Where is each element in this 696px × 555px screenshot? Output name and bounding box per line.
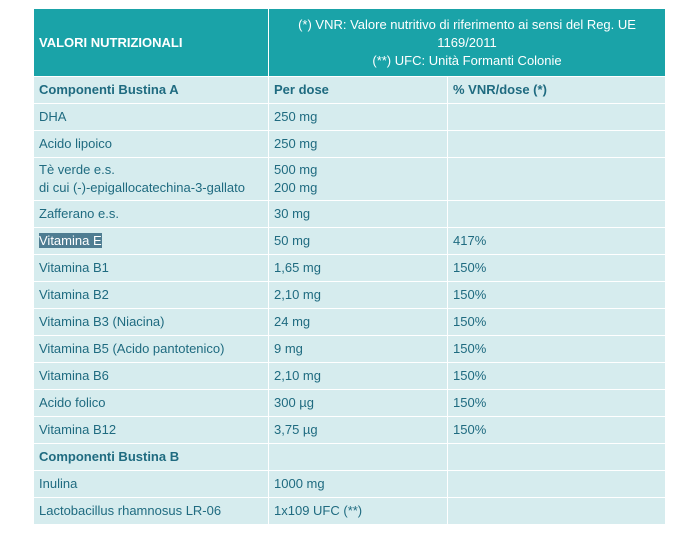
component-dose: 500 mg 200 mg xyxy=(268,157,448,201)
table-row: Inulina 1000 mg xyxy=(33,470,667,498)
component-name: Zafferano e.s. xyxy=(33,200,269,228)
note-regulation: 1169/2011 xyxy=(437,34,497,50)
table-row: Vitamina B5 (Acido pantotenico) 9 mg 150… xyxy=(33,335,667,363)
section-b-empty-cell xyxy=(446,443,667,471)
component-name: Inulina xyxy=(33,470,269,498)
component-name: Lactobacillus rhamnosus LR-06 xyxy=(33,497,269,525)
component-vnr: 150% xyxy=(446,281,667,309)
table-row: Vitamina B2 2,10 mg 150% xyxy=(33,281,667,309)
table-row: Vitamina B3 (Niacina) 24 mg 150% xyxy=(33,308,667,336)
component-dose: 250 mg xyxy=(268,103,448,131)
component-vnr xyxy=(446,130,667,158)
component-dose: 30 mg xyxy=(268,200,448,228)
component-vnr xyxy=(446,103,667,131)
table-row: DHA 250 mg xyxy=(33,103,667,131)
section-a-header: Componenti Bustina A Per dose % VNR/dose… xyxy=(33,76,667,104)
column-header-dose: Per dose xyxy=(268,76,448,104)
component-dose: 2,10 mg xyxy=(268,362,448,390)
component-name: Acido folico xyxy=(33,389,269,417)
component-vnr: 150% xyxy=(446,416,667,444)
section-b-empty-cell xyxy=(268,443,448,471)
component-dose: 9 mg xyxy=(268,335,448,363)
note-vnr: (*) VNR: Valore nutritivo di riferimento… xyxy=(298,16,636,32)
component-name: Vitamina B1 xyxy=(33,254,269,282)
component-name-line: di cui (-)-epigallocatechina-3-gallato xyxy=(39,180,245,195)
note-ufc: (**) UFC: Unità Formanti Colonie xyxy=(372,52,562,68)
component-vnr: 150% xyxy=(446,389,667,417)
table-row: Vitamina B6 2,10 mg 150% xyxy=(33,362,667,390)
table-row: Acido folico 300 µg 150% xyxy=(33,389,667,417)
component-vnr xyxy=(446,470,667,498)
component-dose: 1x109 UFC (**) xyxy=(268,497,448,525)
selected-text[interactable]: Vitamina E xyxy=(39,233,102,248)
table-row: Tè verde e.s. di cui (-)-epigallocatechi… xyxy=(33,157,667,201)
table-row: Acido lipoico 250 mg xyxy=(33,130,667,158)
component-vnr: 417% xyxy=(446,227,667,255)
table-header-row: VALORI NUTRIZIONALI (*) VNR: Valore nutr… xyxy=(33,8,667,77)
component-name: Vitamina B5 (Acido pantotenico) xyxy=(33,335,269,363)
table-row-selected: Vitamina E 50 mg 417% xyxy=(33,227,667,255)
component-vnr xyxy=(446,497,667,525)
component-dose-line: 200 mg xyxy=(274,180,318,195)
table-row: Lactobacillus rhamnosus LR-06 1x109 UFC … xyxy=(33,497,667,525)
component-name-line: Tè verde e.s. xyxy=(39,162,115,177)
component-vnr: 150% xyxy=(446,335,667,363)
table-row: Zafferano e.s. 30 mg xyxy=(33,200,667,228)
table-row: Vitamina B12 3,75 µg 150% xyxy=(33,416,667,444)
component-dose: 50 mg xyxy=(268,227,448,255)
component-name: Vitamina B12 xyxy=(33,416,269,444)
component-name: Acido lipoico xyxy=(33,130,269,158)
component-dose: 2,10 mg xyxy=(268,281,448,309)
component-vnr: 150% xyxy=(446,308,667,336)
component-name: Vitamina B3 (Niacina) xyxy=(33,308,269,336)
section-b-label: Componenti Bustina B xyxy=(33,443,269,471)
component-dose: 300 µg xyxy=(268,389,448,417)
section-b-header: Componenti Bustina B xyxy=(33,443,667,471)
header-notes: (*) VNR: Valore nutritivo di riferimento… xyxy=(267,8,667,77)
component-vnr: 150% xyxy=(446,254,667,282)
component-vnr: 150% xyxy=(446,362,667,390)
component-name[interactable]: Vitamina E xyxy=(33,227,269,255)
component-dose: 1,65 mg xyxy=(268,254,448,282)
component-name: Vitamina B6 xyxy=(33,362,269,390)
component-name: DHA xyxy=(33,103,269,131)
table-row: Vitamina B1 1,65 mg 150% xyxy=(33,254,667,282)
component-dose: 1000 mg xyxy=(268,470,448,498)
component-dose-line: 500 mg xyxy=(274,162,318,177)
component-dose: 24 mg xyxy=(268,308,448,336)
component-dose: 3,75 µg xyxy=(268,416,448,444)
component-name: Vitamina B2 xyxy=(33,281,269,309)
nutrition-table-container: VALORI NUTRIZIONALI (*) VNR: Valore nutr… xyxy=(33,8,667,525)
column-header-vnr: % VNR/dose (*) xyxy=(446,76,667,104)
component-name: Tè verde e.s. di cui (-)-epigallocatechi… xyxy=(33,157,269,201)
section-a-label: Componenti Bustina A xyxy=(33,76,269,104)
nutrition-table: VALORI NUTRIZIONALI (*) VNR: Valore nutr… xyxy=(33,8,667,525)
component-vnr xyxy=(446,157,667,201)
component-vnr xyxy=(446,200,667,228)
table-title: VALORI NUTRIZIONALI xyxy=(33,8,269,77)
component-dose: 250 mg xyxy=(268,130,448,158)
